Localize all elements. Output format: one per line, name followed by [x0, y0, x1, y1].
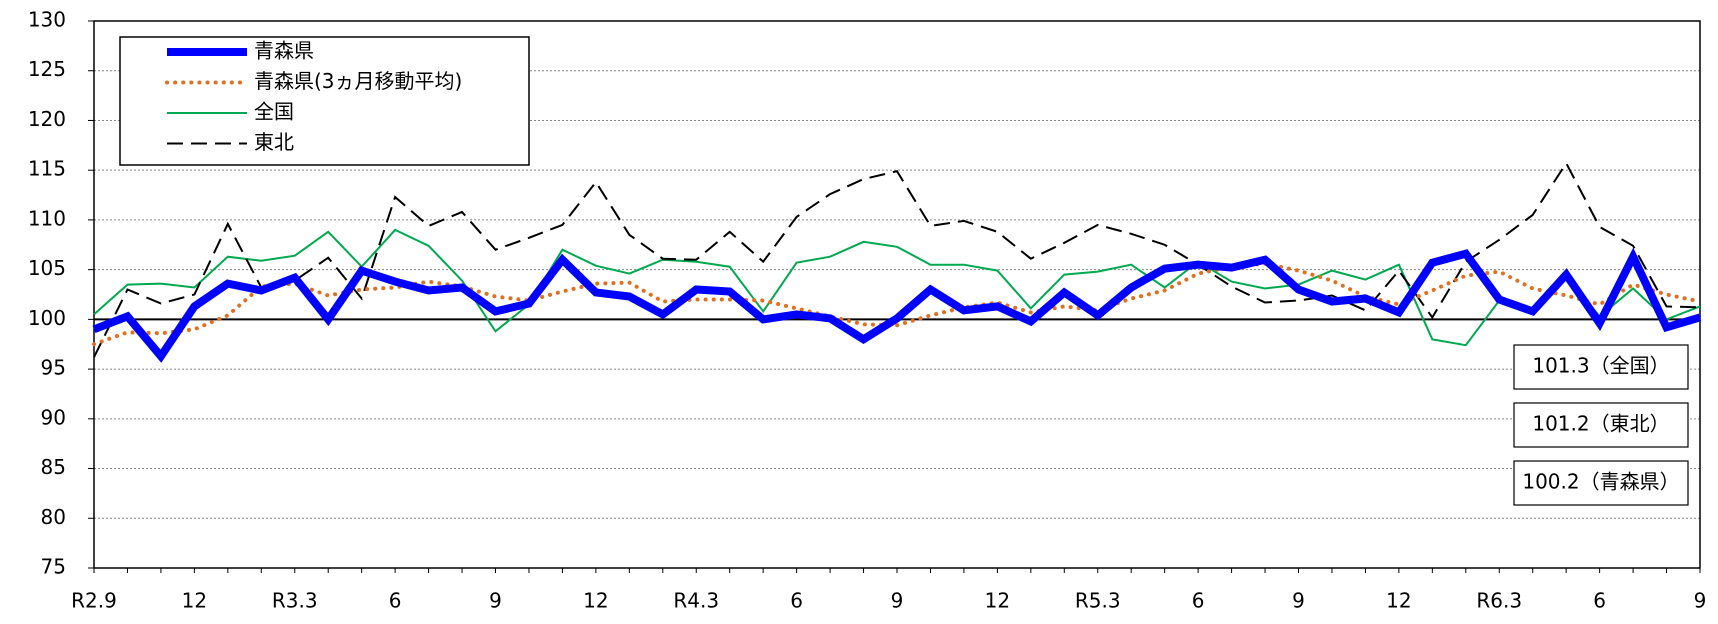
- legend-box: [120, 37, 529, 165]
- legend-label: 東北: [254, 130, 294, 154]
- x-tick-label: 9: [489, 589, 502, 613]
- series-line: [94, 163, 1700, 357]
- x-tick-label: 6: [790, 589, 803, 613]
- y-tick-label: 95: [41, 356, 66, 380]
- y-tick-label: 80: [41, 505, 66, 529]
- x-tick-label: 9: [1292, 589, 1305, 613]
- x-tick-label: R3.3: [272, 589, 318, 613]
- x-tick-label: R5.3: [1075, 589, 1121, 613]
- x-tick-label: 12: [182, 589, 207, 613]
- y-tick-label: 125: [28, 57, 66, 81]
- x-tick-label: 9: [891, 589, 904, 613]
- x-tick-label: 12: [1386, 589, 1411, 613]
- x-tick-label: 6: [389, 589, 402, 613]
- y-tick-label: 75: [41, 555, 66, 579]
- y-tick-label: 90: [41, 405, 66, 429]
- x-tick-label: 6: [1593, 589, 1606, 613]
- series-line: [94, 230, 1700, 345]
- legend-label: 青森県(3ヵ月移動平均): [254, 69, 462, 93]
- x-tick-label: 6: [1192, 589, 1205, 613]
- series-line: [94, 254, 1700, 357]
- annotation: 100.2（青森県）: [1522, 470, 1679, 494]
- y-tick-label: 130: [28, 8, 66, 32]
- x-tick-label: R2.9: [71, 589, 117, 613]
- annotation: 101.2（東北）: [1532, 412, 1669, 436]
- legend-label: 全国: [254, 100, 294, 124]
- x-tick-label: 9: [1694, 589, 1707, 613]
- x-tick-label: 12: [583, 589, 608, 613]
- y-tick-label: 120: [28, 107, 66, 131]
- y-tick-label: 85: [41, 455, 66, 479]
- x-tick-label: R6.3: [1476, 589, 1522, 613]
- annotation: 101.3（全国）: [1532, 354, 1669, 378]
- y-tick-label: 100: [28, 306, 66, 330]
- y-tick-label: 105: [28, 256, 66, 280]
- legend-label: 青森県: [254, 39, 314, 63]
- x-tick-label: R4.3: [673, 589, 719, 613]
- y-tick-label: 110: [28, 206, 66, 230]
- x-tick-label: 12: [985, 589, 1010, 613]
- y-tick-label: 115: [28, 157, 66, 181]
